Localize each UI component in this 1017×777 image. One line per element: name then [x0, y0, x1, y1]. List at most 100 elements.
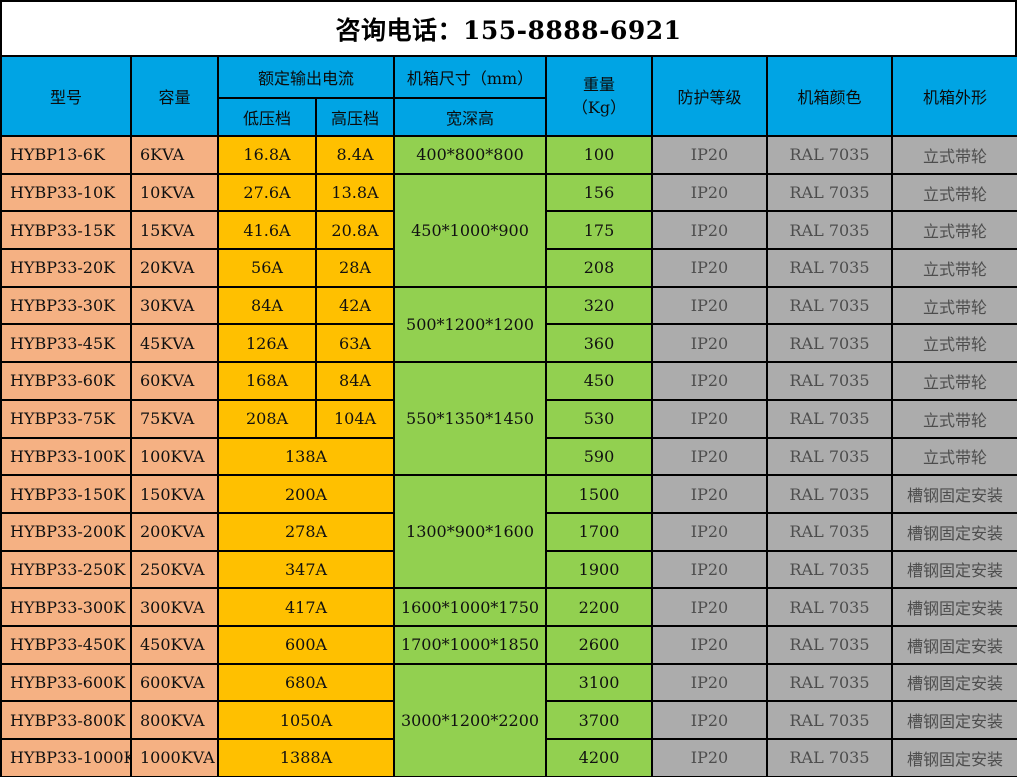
current-low-cell: 56A: [217, 248, 317, 288]
capacity-cell: 200KVA: [130, 511, 219, 552]
model-cell: HYBP33-20K: [0, 248, 132, 288]
shape-cell: 立式带轮: [891, 398, 1017, 439]
weight-cell: 450: [545, 361, 654, 401]
size-cell: 1700*1000*1850: [393, 624, 548, 665]
weight-header-line2: （Kg）: [571, 98, 627, 117]
protection-cell: IP20: [651, 361, 769, 401]
col-header-current-high: 高压档: [314, 97, 396, 137]
capacity-cell: 30KVA: [130, 285, 219, 326]
color-cell: RAL 7035: [766, 436, 894, 477]
current-cell: 1050A: [216, 700, 396, 740]
capacity-cell: 150KVA: [130, 474, 219, 514]
table-row: HYBP33-200K 200KVA 278A 1700 IP20 RAL 70…: [0, 511, 1017, 552]
shape-cell: 槽钢固定安装: [891, 700, 1017, 740]
protection-cell: IP20: [651, 549, 769, 590]
col-header-size-sub: 宽深高: [393, 97, 548, 137]
size-cell: 1300*900*1600: [393, 474, 548, 590]
model-cell: HYBP33-75K: [0, 398, 132, 439]
current-high-cell: 104A: [314, 398, 396, 439]
table-row: HYBP33-60K 60KVA 168A 84A 550*1350*1450 …: [0, 361, 1017, 477]
shape-cell: 槽钢固定安装: [891, 624, 1017, 665]
col-header-protection: 防护等级: [651, 55, 769, 137]
protection-cell: IP20: [651, 474, 769, 514]
capacity-cell: 450KVA: [130, 624, 219, 665]
protection-cell: IP20: [651, 624, 769, 665]
color-cell: RAL 7035: [766, 323, 894, 364]
shape-cell: 槽钢固定安装: [891, 587, 1017, 627]
weight-header-line1: 重量: [583, 74, 616, 94]
model-cell: HYBP33-250K: [0, 549, 132, 590]
col-header-capacity: 容量: [130, 55, 219, 137]
protection-cell: IP20: [651, 662, 769, 703]
protection-cell: IP20: [651, 248, 769, 288]
current-low-cell: 16.8A: [217, 135, 317, 175]
current-low-cell: 27.6A: [217, 172, 317, 213]
capacity-cell: 15KVA: [130, 210, 219, 251]
capacity-cell: 600KVA: [130, 662, 219, 703]
current-cell: 1388A: [216, 738, 396, 777]
col-header-model: 型号: [0, 55, 132, 137]
color-cell: RAL 7035: [766, 210, 894, 251]
shape-cell: 槽钢固定安装: [891, 511, 1017, 552]
shape-cell: 立式带轮: [891, 248, 1017, 288]
weight-cell: 175: [545, 210, 654, 251]
table-row: HYBP33-75K 75KVA 208A 104A 530 IP20 RAL …: [0, 398, 1017, 439]
color-cell: RAL 7035: [766, 738, 894, 777]
current-high-cell: 13.8A: [314, 172, 396, 213]
color-cell: RAL 7035: [766, 624, 894, 665]
table-row: HYBP33-250K 250KVA 347A 1900 IP20 RAL 70…: [0, 549, 1017, 590]
color-cell: RAL 7035: [766, 172, 894, 213]
capacity-cell: 1000KVA: [130, 738, 219, 777]
protection-cell: IP20: [651, 398, 769, 439]
model-cell: HYBP33-300K: [0, 587, 132, 627]
current-low-cell: 208A: [217, 398, 317, 439]
weight-cell: 3100: [545, 662, 654, 703]
spec-table: 型号 容量 额定输出电流 机箱尺寸（mm） 重量 （Kg） 防护等级 机箱颜色 …: [0, 55, 1017, 777]
header-row-1: 型号 容量 额定输出电流 机箱尺寸（mm） 重量 （Kg） 防护等级 机箱颜色 …: [0, 55, 1017, 137]
col-header-current-low: 低压档: [217, 97, 317, 137]
color-cell: RAL 7035: [766, 474, 894, 514]
color-cell: RAL 7035: [766, 511, 894, 552]
shape-cell: 槽钢固定安装: [891, 549, 1017, 590]
table-row: HYBP33-10K 10KVA 27.6A 13.8A 450*1000*90…: [0, 172, 1017, 288]
current-high-cell: 42A: [314, 285, 396, 326]
weight-cell: 3700: [545, 700, 654, 740]
current-low-cell: 168A: [217, 361, 317, 401]
col-header-color: 机箱颜色: [766, 55, 894, 137]
shape-cell: 立式带轮: [891, 172, 1017, 213]
protection-cell: IP20: [651, 135, 769, 175]
weight-cell: 1900: [545, 549, 654, 590]
capacity-cell: 100KVA: [130, 436, 219, 477]
current-cell: 680A: [216, 662, 396, 703]
shape-cell: 立式带轮: [891, 210, 1017, 251]
phone-banner-text: 咨询电话：155-8888-6921: [335, 15, 682, 45]
model-cell: HYBP33-150K: [0, 474, 132, 514]
table-row: HYBP33-30K 30KVA 84A 42A 500*1200*1200 3…: [0, 285, 1017, 364]
protection-cell: IP20: [651, 700, 769, 740]
model-cell: HYBP33-450K: [0, 624, 132, 665]
table-row: HYBP33-300K 300KVA 417A 1600*1000*1750 2…: [0, 587, 1017, 627]
capacity-cell: 75KVA: [130, 398, 219, 439]
current-cell: 278A: [216, 511, 396, 552]
weight-cell: 2600: [545, 624, 654, 665]
capacity-cell: 6KVA: [130, 135, 219, 175]
model-cell: HYBP33-200K: [0, 511, 132, 552]
table-row: HYBP33-800K 800KVA 1050A 3700 IP20 RAL 7…: [0, 700, 1017, 740]
model-cell: HYBP33-800K: [0, 700, 132, 740]
current-cell: 600A: [216, 624, 396, 665]
size-cell: 500*1200*1200: [393, 285, 548, 364]
shape-cell: 立式带轮: [891, 135, 1017, 175]
weight-cell: 1500: [545, 474, 654, 514]
size-cell: 550*1350*1450: [393, 361, 548, 477]
current-low-cell: 84A: [217, 285, 317, 326]
protection-cell: IP20: [651, 210, 769, 251]
weight-cell: 156: [545, 172, 654, 213]
table-row: HYBP33-20K 20KVA 56A 28A 208 IP20 RAL 70…: [0, 248, 1017, 288]
table-row: HYBP13-6K 6KVA 16.8A 8.4A 400*800*800 10…: [0, 135, 1017, 175]
current-high-cell: 84A: [314, 361, 396, 401]
table-row: HYBP33-150K 150KVA 200A 1300*900*1600 15…: [0, 474, 1017, 590]
model-cell: HYBP33-30K: [0, 285, 132, 326]
col-header-weight: 重量 （Kg）: [545, 55, 654, 137]
size-cell: 3000*1200*2200: [393, 662, 548, 777]
